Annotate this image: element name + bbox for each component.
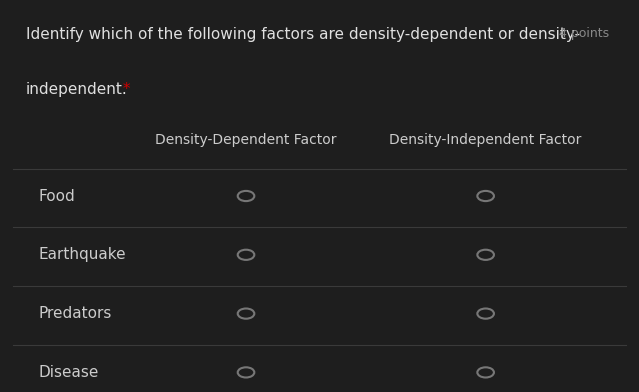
Text: Food: Food: [38, 189, 75, 203]
Text: 4 points: 4 points: [559, 27, 609, 40]
Text: independent.: independent.: [26, 82, 127, 97]
Text: Earthquake: Earthquake: [38, 247, 126, 262]
Text: Density-Dependent Factor: Density-Dependent Factor: [155, 133, 337, 147]
Text: Identify which of the following factors are density-dependent or density-: Identify which of the following factors …: [26, 27, 580, 42]
Text: Density-Independent Factor: Density-Independent Factor: [389, 133, 582, 147]
Text: *: *: [118, 82, 131, 97]
Text: Predators: Predators: [38, 306, 112, 321]
Text: Disease: Disease: [38, 365, 98, 380]
